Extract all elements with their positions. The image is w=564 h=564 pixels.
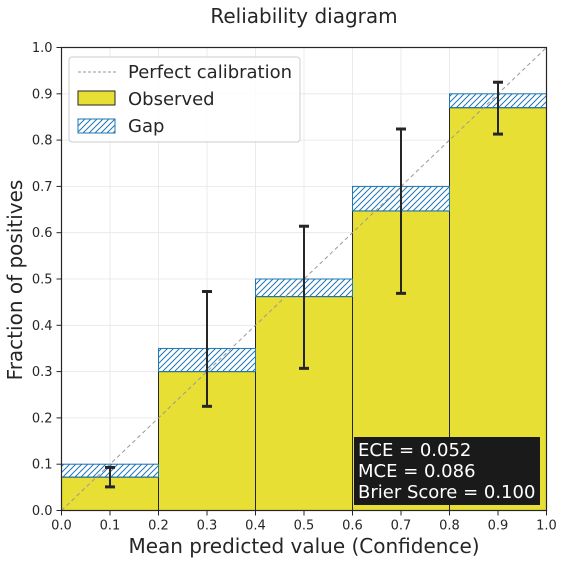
stats-mce: MCE = 0.086 <box>358 461 476 482</box>
y-axis-label: Fraction of positives <box>3 180 27 381</box>
x-axis-label: Mean predicted value (Confidence) <box>128 534 479 558</box>
x-tick-label: 0.1 <box>100 519 121 534</box>
y-tick-label: 0.0 <box>32 504 53 519</box>
y-tick-label: 0.5 <box>32 273 53 288</box>
x-tick-label: 0.7 <box>391 519 412 534</box>
legend-observed-label: Observed <box>128 89 215 110</box>
legend-perfect-label: Perfect calibration <box>128 62 292 83</box>
y-tick-label: 0.2 <box>32 411 53 426</box>
x-tick-label: 0.2 <box>148 519 169 534</box>
y-tick-label: 0.8 <box>32 134 53 149</box>
y-tick-label: 0.9 <box>32 87 53 102</box>
y-tick-label: 0.7 <box>32 180 53 195</box>
x-tick-label: 0.8 <box>439 519 460 534</box>
legend: Perfect calibration Observed Gap <box>68 56 301 143</box>
x-tick-label: 0.6 <box>342 519 363 534</box>
stats-box: ECE = 0.052 MCE = 0.086 Brier Score = 0.… <box>354 437 540 505</box>
stats-brier: Brier Score = 0.100 <box>358 482 535 503</box>
y-tick-label: 0.4 <box>32 319 53 334</box>
x-tick-label: 0.5 <box>294 519 315 534</box>
y-tick-label: 0.6 <box>32 226 53 241</box>
legend-gap-swatch <box>77 118 116 134</box>
stats-ece: ECE = 0.052 <box>358 440 471 461</box>
x-tick-label: 0.0 <box>51 519 72 534</box>
y-tick-label: 0.1 <box>32 458 53 473</box>
x-tick-label: 0.4 <box>245 519 266 534</box>
x-tick-label: 0.9 <box>488 519 509 534</box>
legend-gap-label: Gap <box>128 116 164 137</box>
x-tick-label: 0.3 <box>197 519 218 534</box>
y-tick-label: 0.3 <box>32 365 53 380</box>
x-ticks: 0.0 0.1 0.2 0.3 0.4 0.5 0.6 0.7 0.8 0.9 1.0 <box>51 510 557 534</box>
y-ticks: 0.0 0.1 0.2 0.3 0.4 0.5 0.6 0.7 0.8 0.9 1.0 <box>32 41 62 519</box>
x-tick-label: 1.0 <box>536 519 557 534</box>
y-tick-label: 1.0 <box>32 41 53 56</box>
chart-title: Reliability diagram <box>210 4 397 28</box>
legend-observed-swatch <box>77 90 116 106</box>
legend-box <box>68 56 301 143</box>
error-bars <box>105 80 503 489</box>
stats-background <box>354 437 540 505</box>
